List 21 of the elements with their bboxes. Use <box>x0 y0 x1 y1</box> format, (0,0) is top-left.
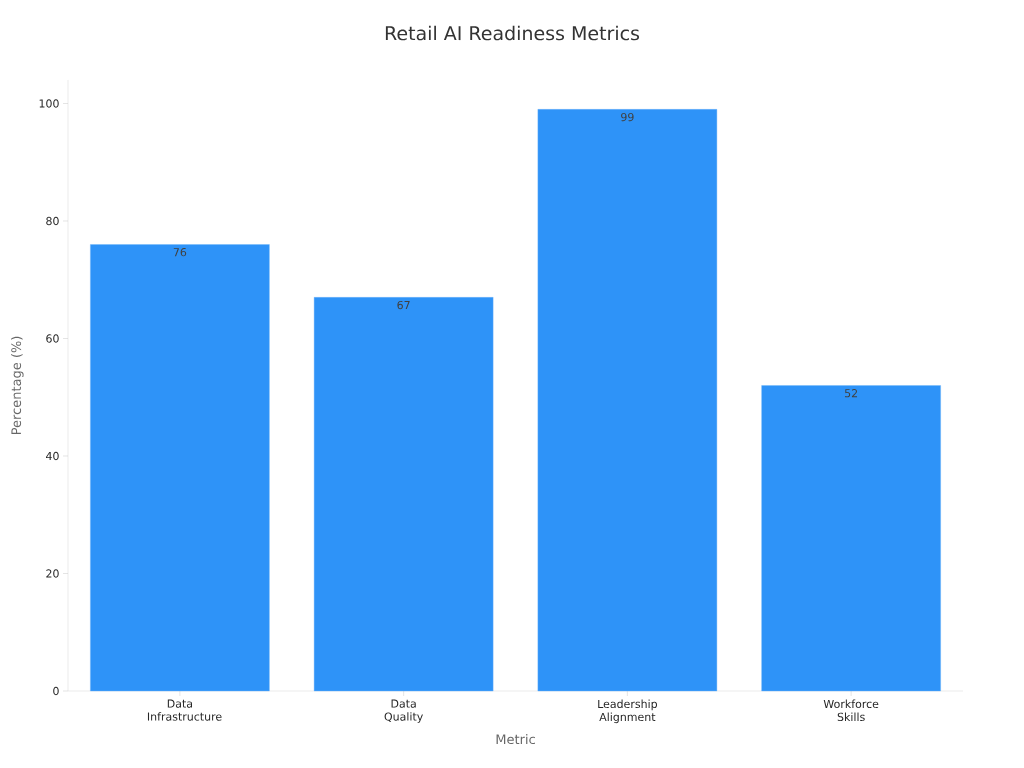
y-tick-label: 80 <box>46 216 59 226</box>
data-label: 67 <box>397 300 410 310</box>
data-label: 76 <box>173 248 187 257</box>
x-tick-label: Workforce Skills <box>823 699 879 722</box>
y-tick-label: 40 <box>46 451 59 461</box>
bar <box>537 109 718 692</box>
bar <box>761 385 941 692</box>
x-tick-label: Leadership Alignment <box>598 699 658 724</box>
chart-title: Retail AI Readiness Metrics <box>385 25 640 41</box>
y-tick-label: 0 <box>53 686 59 696</box>
y-axis-title: Percentage (%) <box>11 336 24 435</box>
x-axis-title: Metric <box>496 734 535 745</box>
bar <box>90 244 270 692</box>
y-tick-label: 20 <box>46 569 59 578</box>
data-label: 52 <box>844 389 858 398</box>
y-tick-label: 100 <box>39 99 59 108</box>
x-tick-label: Data Quality <box>384 699 423 723</box>
data-label: 99 <box>621 112 634 122</box>
y-tick-label: 60 <box>46 334 59 343</box>
bar <box>313 297 494 692</box>
x-tick-label: Data Infrastructure <box>147 699 222 721</box>
